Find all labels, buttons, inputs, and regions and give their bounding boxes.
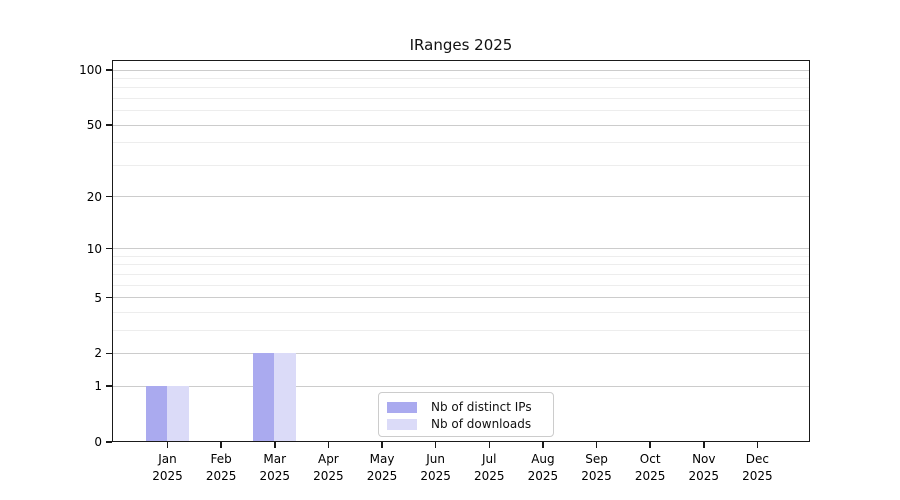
- minor-gridline: [113, 77, 809, 79]
- y-tick-mark: [106, 124, 112, 126]
- x-tick-year: 2025: [527, 469, 559, 483]
- x-tick-label: May 2025: [352, 451, 412, 485]
- x-tick-mark: [274, 442, 276, 448]
- x-tick-year: 2025: [581, 469, 612, 483]
- x-tick-label: Apr 2025: [298, 451, 358, 485]
- x-tick-year: 2025: [634, 469, 666, 483]
- legend-item-distinct-ips: Nb of distinct IPs: [387, 399, 545, 415]
- minor-gridline: [113, 142, 809, 144]
- x-tick-month: Jul: [482, 452, 497, 466]
- y-tick-label: 100: [79, 63, 102, 78]
- y-tick-mark: [106, 352, 112, 355]
- legend-swatch-downloads: [387, 418, 417, 430]
- major-gridline: [113, 69, 809, 71]
- major-gridline: [113, 124, 809, 126]
- x-tick-year: 2025: [742, 469, 773, 483]
- x-tick-mark: [595, 442, 598, 448]
- y-tick-mark: [106, 69, 112, 71]
- major-gridline: [113, 297, 809, 299]
- x-tick-label: Jan 2025: [138, 451, 198, 485]
- minor-gridline: [113, 255, 809, 257]
- x-tick-year: 2025: [366, 469, 398, 483]
- x-tick-mark: [756, 442, 759, 448]
- x-tick-mark: [542, 442, 544, 448]
- x-tick-year: 2025: [152, 469, 183, 483]
- y-tick-label: 2: [94, 346, 102, 361]
- x-tick-label: Nov 2025: [674, 451, 734, 485]
- y-tick-label: 1: [94, 379, 102, 394]
- bar-distinct-ips-mar: [252, 352, 275, 442]
- x-tick-month: Aug: [531, 452, 555, 466]
- x-tick-month: Mar: [263, 452, 287, 466]
- y-tick-label: 50: [86, 118, 102, 133]
- x-tick-month: May: [369, 452, 395, 466]
- x-tick-month: Feb: [210, 452, 232, 466]
- minor-gridline: [113, 284, 809, 286]
- x-tick-label: Sep 2025: [567, 451, 627, 485]
- minor-gridline: [113, 87, 809, 89]
- major-gridline: [113, 352, 809, 354]
- x-tick-month: Jun: [426, 452, 446, 466]
- x-tick-mark: [381, 442, 383, 448]
- x-tick-mark: [434, 442, 437, 448]
- minor-gridline: [113, 273, 809, 275]
- major-gridline: [113, 196, 809, 198]
- x-tick-mark: [166, 442, 169, 448]
- x-tick-month: Dec: [745, 452, 770, 466]
- x-tick-mark: [703, 442, 705, 448]
- x-tick-label: Aug 2025: [513, 451, 573, 485]
- minor-gridline: [113, 164, 809, 166]
- x-tick-month: Nov: [692, 452, 716, 466]
- minor-gridline: [113, 311, 809, 313]
- x-tick-year: 2025: [313, 469, 344, 483]
- minor-gridline: [113, 329, 809, 331]
- y-tick-mark: [106, 296, 112, 299]
- y-tick-label: 5: [94, 290, 102, 305]
- x-tick-label: Jun 2025: [406, 451, 466, 485]
- x-tick-label: Dec 2025: [727, 451, 787, 485]
- minor-gridline: [113, 110, 809, 112]
- major-gridline: [113, 248, 809, 250]
- x-tick-mark: [220, 442, 222, 448]
- x-tick-year: 2025: [259, 469, 291, 483]
- legend-label-distinct-ips: Nb of distinct IPs: [431, 400, 532, 414]
- x-tick-month: Oct: [639, 452, 661, 466]
- y-tick-mark: [106, 385, 112, 387]
- chart-title: IRanges 2025: [409, 36, 513, 54]
- x-tick-year: 2025: [420, 469, 451, 483]
- x-tick-label: Feb 2025: [191, 451, 251, 485]
- legend-label-downloads: Nb of downloads: [431, 417, 532, 431]
- legend-swatch-distinct-ips: [387, 401, 417, 413]
- x-tick-label: Jul 2025: [459, 451, 519, 485]
- plot-area: [112, 60, 810, 442]
- y-tick-label: 0: [94, 435, 102, 449]
- y-tick-mark: [106, 247, 112, 250]
- x-tick-month: Jan: [158, 452, 177, 466]
- legend-item-downloads: Nb of downloads: [387, 416, 545, 432]
- y-tick-label: 10: [86, 241, 102, 256]
- y-tick-label: 20: [86, 189, 102, 204]
- x-tick-year: 2025: [473, 469, 505, 483]
- bar-distinct-ips-jan: [145, 385, 167, 442]
- bar-downloads-mar: [274, 352, 296, 442]
- x-tick-mark: [327, 442, 330, 448]
- x-tick-mark: [649, 442, 651, 448]
- legend: Nb of distinct IPs Nb of downloads: [378, 392, 554, 437]
- bar-downloads-jan: [167, 385, 189, 442]
- x-tick-year: 2025: [205, 469, 237, 483]
- x-tick-label: Oct 2025: [620, 451, 680, 485]
- major-gridline: [113, 385, 809, 387]
- x-tick-label: Mar 2025: [245, 451, 305, 485]
- y-tick-mark: [106, 441, 112, 443]
- x-tick-year: 2025: [688, 469, 720, 483]
- minor-gridline: [113, 97, 809, 99]
- y-tick-mark: [106, 195, 112, 198]
- x-tick-month: Sep: [585, 452, 608, 466]
- x-tick-month: Apr: [317, 452, 339, 466]
- x-tick-mark: [488, 442, 491, 448]
- minor-gridline: [113, 264, 809, 266]
